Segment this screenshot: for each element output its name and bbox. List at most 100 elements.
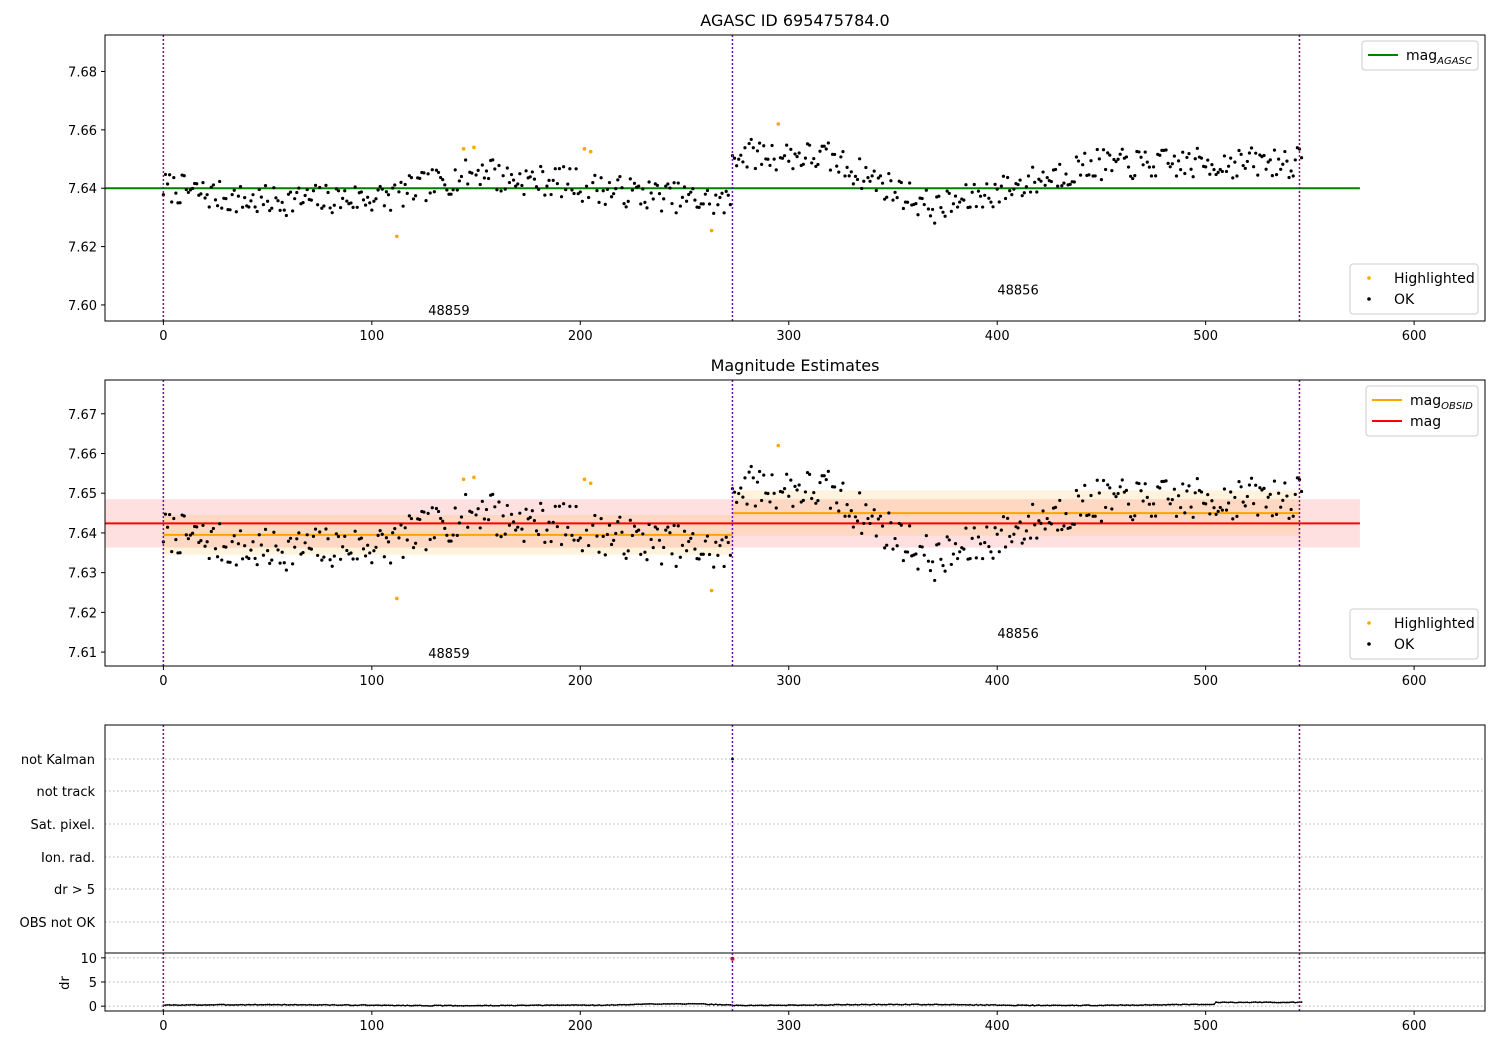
point-ok [309,198,313,202]
point-ok [1099,178,1104,182]
dr-point [998,1004,1001,1007]
point-ok [922,202,926,207]
point-ok [822,144,826,148]
dr-point [1248,1001,1251,1004]
dr-point [748,1004,751,1007]
point-ok [930,207,935,212]
point-ok [1218,167,1222,172]
dr-point [621,1003,623,1006]
dr-point [687,1002,690,1005]
dr-point [199,1004,202,1006]
point-ok [218,179,222,184]
point-ok [1229,156,1233,160]
point-ok [1287,516,1291,520]
point-ok [376,188,380,192]
dr-point [302,1003,304,1006]
dr-point [894,1003,896,1006]
point-ok [1120,478,1124,482]
dr-point [331,1003,334,1006]
dr-point [287,1004,290,1006]
dr-point [635,1003,638,1006]
point-ok [1101,148,1106,152]
point-ok [459,174,464,179]
point-ok [324,183,328,187]
point-ok [981,556,985,561]
dr-point [210,1003,213,1006]
point-ok [745,165,749,169]
dr-point [466,1004,469,1007]
point-ok [620,530,624,534]
point-ok [866,516,870,521]
point-ok [680,195,685,199]
point-ok [234,563,238,567]
dr-point [1060,1004,1063,1007]
point-ok [1097,491,1101,495]
point-ok [182,174,186,178]
dr-point [489,1004,492,1007]
point-ok [682,529,687,533]
dr-point [1113,1004,1115,1007]
dr-point [796,1004,798,1007]
point-ok [1024,185,1028,189]
point-ok [393,183,397,187]
dr-point [168,1004,171,1006]
dr-point [493,1004,496,1007]
point-ok [849,170,853,174]
point-ok [499,535,503,539]
point-ok [411,197,416,201]
dr-point [548,1004,550,1007]
dr-point [1261,1001,1263,1004]
point-ok [574,167,578,171]
point-ok [476,507,480,511]
point-ok [1237,479,1241,484]
point-ok [301,550,305,555]
point-ok [578,190,582,194]
point-ok [1243,166,1247,170]
dr-point [260,1003,263,1006]
point-ok [657,192,662,196]
point-ok [520,527,524,531]
point-ok [1235,174,1239,178]
dr-point [669,1003,671,1005]
point-ok [238,185,243,189]
dr-point [591,1004,594,1006]
point-ok [434,506,439,511]
point-ok [484,507,489,512]
point-ok [1093,174,1097,178]
point-ok [1191,515,1195,519]
point-ok [1179,506,1183,510]
point-ok [1174,174,1179,178]
point-ok [1170,498,1174,502]
point-ok [1083,483,1087,487]
dr-point [1242,1001,1245,1004]
dr-point [1229,1001,1232,1004]
point-ok [1229,490,1233,494]
point-ok [739,153,743,157]
point-ok [1104,505,1108,510]
point-ok [1158,486,1162,490]
point-highlighted [395,234,399,239]
dr-point [1023,1004,1026,1007]
dr-point [498,1004,500,1007]
point-ok [576,538,580,542]
point-ok [282,561,286,565]
point-ok [580,549,584,553]
point-ok [893,536,897,541]
point-ok [1139,155,1143,159]
point-ok [1147,502,1151,506]
point-ok [739,486,743,490]
point-ok [182,514,186,518]
dr-point [1100,1004,1103,1007]
dr-point [312,1004,315,1006]
point-ok [391,531,395,535]
point-ok [1137,150,1141,154]
dr-point [1140,1004,1142,1006]
point-ok [1089,159,1093,163]
point-ok [1274,172,1279,177]
point-ok [968,205,972,209]
point-ok [601,189,605,193]
point-ok [232,534,236,538]
dr-point [295,1003,298,1006]
point-ok [978,194,983,198]
dr-point [910,1003,913,1006]
